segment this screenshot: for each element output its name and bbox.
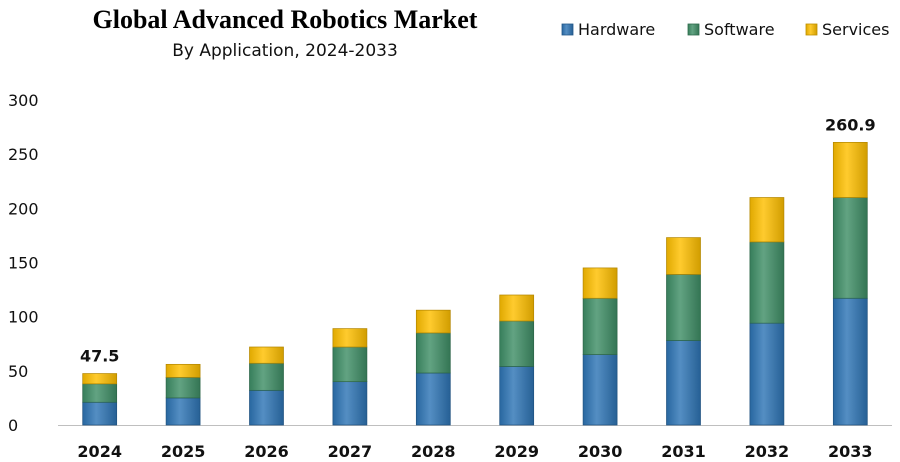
bar-segment-hardware (82, 401, 118, 426)
legend-swatch-software (687, 23, 700, 36)
bar-segment-software (666, 274, 701, 341)
x-tick-label: 2030 (578, 442, 623, 461)
y-tick-label: 0 (8, 416, 18, 435)
x-tick-label: 2025 (161, 442, 206, 461)
bar-segment-services (499, 294, 535, 322)
data-label-2033: 260.9 (825, 115, 876, 134)
bar-segment-hardware (749, 322, 785, 426)
y-tick-label: 250 (8, 145, 39, 164)
bar-segment-software (332, 346, 368, 383)
bar-segment-hardware (499, 366, 535, 426)
bar-segment-software (249, 362, 284, 391)
bar-segment-software (582, 297, 618, 355)
bar-segment-software (165, 376, 201, 399)
data-label-2024: 47.5 (80, 347, 119, 366)
bar-segment-hardware (249, 389, 284, 426)
legend-label-hardware: Hardware (578, 20, 655, 39)
bar-segment-services (165, 363, 201, 378)
bar-segment-services (832, 142, 868, 198)
bar-stack-group (82, 142, 868, 426)
x-tick-label: 2026 (244, 442, 289, 461)
bar-segment-hardware (415, 372, 451, 426)
bar-segment-services (749, 197, 785, 243)
x-tick-label: 2031 (661, 442, 706, 461)
bar-segment-software (499, 320, 535, 367)
data-label-group: 47.5 260.9 (80, 115, 876, 365)
bar-segment-hardware (332, 381, 368, 426)
legend-label-software: Software (704, 20, 775, 39)
y-tick-label: 100 (8, 308, 39, 327)
bar-segment-services (666, 237, 701, 275)
y-tick-label: 50 (8, 362, 28, 381)
chart-subtitle: By Application, 2024-2033 (172, 41, 398, 61)
bar-segment-software (82, 383, 118, 403)
bar-segment-software (749, 241, 785, 324)
legend-label-services: Services (822, 20, 889, 39)
bar-segment-services (249, 346, 284, 364)
y-tick-label: 150 (8, 254, 39, 273)
bar-segment-hardware (165, 397, 201, 426)
bar-segment-hardware (582, 354, 618, 426)
x-axis: 2024 2025 2026 2027 2028 2029 2030 2031 2032 2033 (58, 425, 892, 461)
legend-swatch-hardware (561, 23, 574, 36)
bar-segment-hardware (832, 297, 868, 426)
y-axis: 0 50 100 150 200 250 300 (8, 91, 39, 435)
x-tick-label: 2033 (828, 442, 873, 461)
bar-segment-software (832, 197, 868, 299)
chart-title: Global Advanced Robotics Market (93, 5, 478, 34)
bar-segment-services (582, 267, 618, 299)
bar-segment-services (332, 328, 368, 348)
y-tick-label: 200 (8, 199, 39, 218)
x-tick-label: 2029 (494, 442, 539, 461)
y-tick-label: 300 (8, 91, 39, 110)
bar-segment-software (415, 332, 451, 374)
x-tick-label: 2027 (328, 442, 373, 461)
chart-legend: Hardware Software Services (561, 20, 889, 39)
bar-segment-services (415, 309, 451, 334)
x-tick-label: 2032 (745, 442, 790, 461)
legend-swatch-services (805, 23, 818, 36)
bar-segment-hardware (666, 340, 701, 426)
x-tick-label: 2028 (411, 442, 456, 461)
bar-segment-services (82, 373, 118, 385)
x-tick-label: 2024 (77, 442, 122, 461)
